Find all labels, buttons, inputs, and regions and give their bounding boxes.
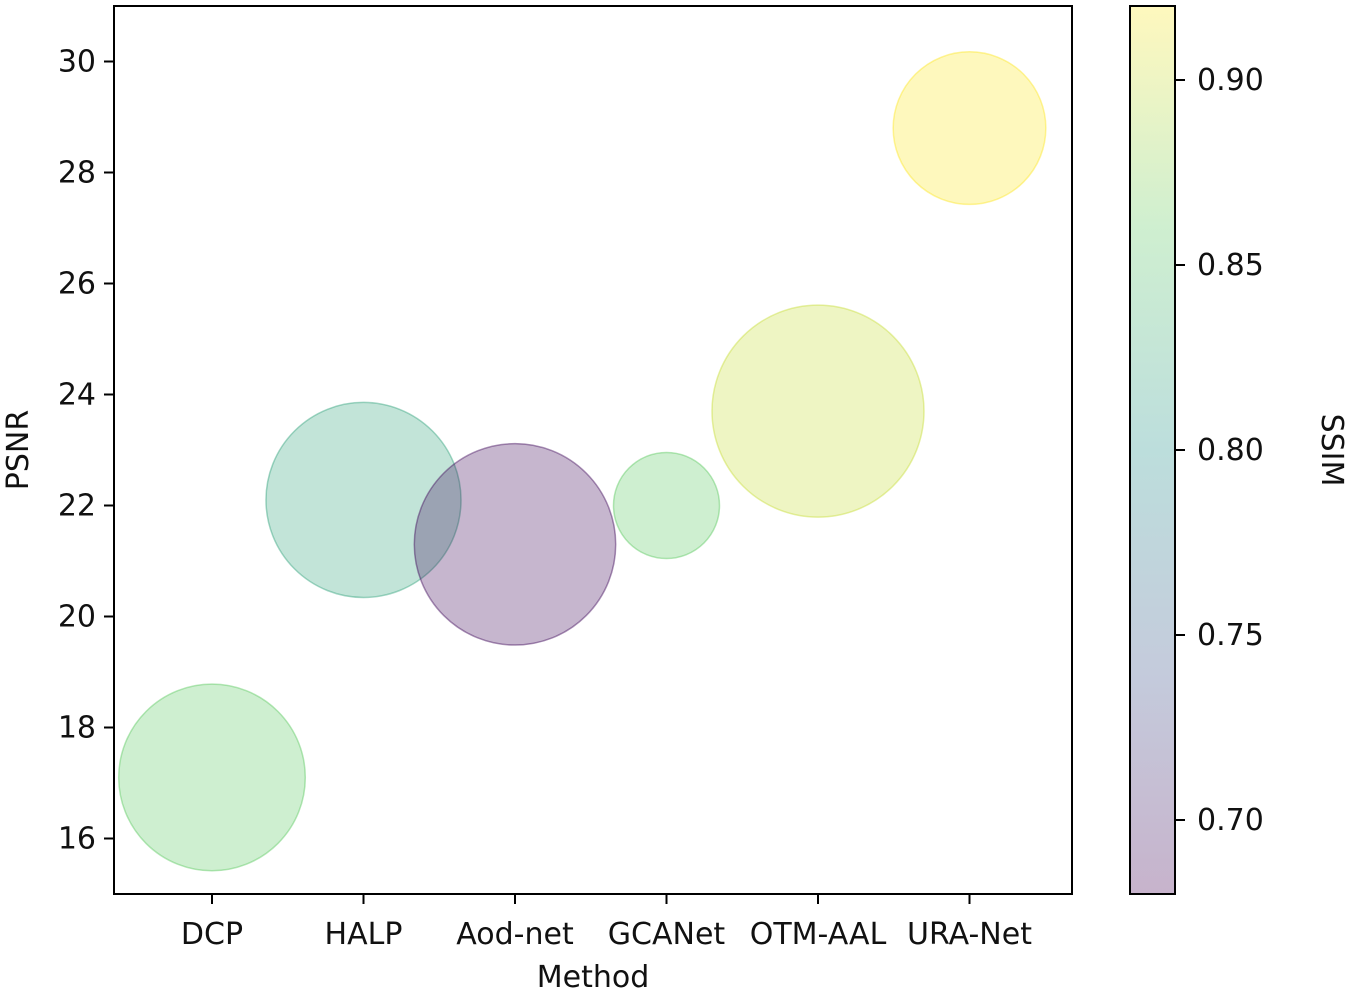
colorbar-ticks: 0.70 0.75 0.80 0.85 0.90 [1175,63,1264,838]
bubble-aod-net [413,442,617,646]
bubbles-layer [117,51,1047,872]
y-tick-label: 22 [58,489,96,524]
x-tick-label: HALP [325,917,403,952]
colorbar-tick-label: 0.75 [1197,618,1264,653]
y-tick-label: 24 [58,378,96,413]
x-tick-label: GCANet [608,917,726,952]
y-tick-label: 20 [58,600,96,635]
y-tick-label: 28 [58,156,96,191]
y-axis-title: PSNR [1,410,36,490]
bubble-gcanet [612,451,721,560]
y-tick-label: 16 [58,822,96,857]
colorbar-tick-label: 0.70 [1197,803,1264,838]
colorbar-title: SSIM [1314,414,1349,487]
bubble-otm-aal [711,304,925,518]
x-axis-title: Method [537,960,650,994]
x-tick-label: Aod-net [456,917,574,952]
colorbar [1130,6,1175,894]
colorbar-tick-label: 0.85 [1197,248,1264,283]
plot-frame [113,5,1073,895]
bubble-halp [265,401,462,599]
x-axis-ticks: DCP HALP Aod-net GCANet OTM-AAL URA-Net [181,894,1032,952]
y-axis-ticks: 16 18 20 22 24 26 28 30 [58,45,114,857]
y-tick-label: 18 [58,711,96,746]
x-tick-label: URA-Net [907,917,1032,952]
x-tick-label: OTM-AAL [750,917,887,952]
x-tick-label: DCP [181,917,243,952]
bubble-dcp [117,683,307,872]
colorbar-tick-label: 0.80 [1197,433,1264,468]
colorbar-tick-label: 0.90 [1197,63,1264,98]
y-tick-label: 30 [58,45,96,80]
y-tick-label: 26 [58,267,96,302]
bubble-ura-net [892,51,1047,206]
